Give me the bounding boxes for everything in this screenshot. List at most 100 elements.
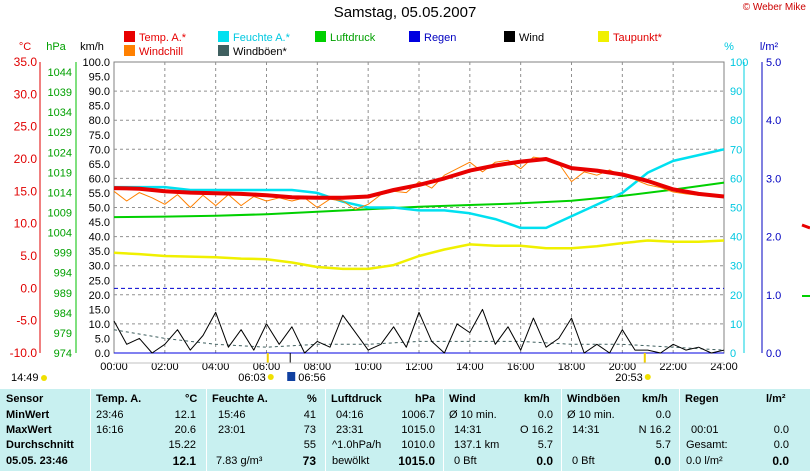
row-label-max: MaxWert	[6, 424, 52, 436]
pressure-sky: bewölkt	[332, 455, 370, 467]
tick-label-pressure: 1039	[48, 87, 72, 99]
rain-total-label: Gesamt:	[686, 439, 728, 451]
rain-unit: l/m²	[766, 393, 786, 405]
tick-label-rain: 3.0	[766, 173, 781, 185]
temp-unit: °C	[185, 393, 198, 405]
row-label-min: MinWert	[6, 409, 50, 421]
tick-label-humidity: 60	[730, 173, 742, 185]
tick-label-pressure: 979	[54, 328, 72, 340]
tick-label-wind: 85.0	[89, 101, 110, 113]
tick-label-temp: 35.0	[14, 55, 38, 69]
axis-unit-pressure: hPa	[46, 41, 66, 53]
tick-label-pressure: 1019	[48, 167, 72, 179]
moonrise-label: 14:49	[11, 372, 39, 384]
tick-label-temp: 20.0	[14, 152, 38, 166]
column-divider	[561, 389, 562, 471]
legend-swatch-rain	[409, 31, 420, 42]
wind-min: 0.0	[537, 409, 553, 421]
moon-icon	[287, 372, 296, 381]
temp-min: 12.1	[174, 409, 196, 421]
series-line-taupunkt	[113, 239, 725, 271]
tick-label-wind: 70.0	[89, 144, 110, 156]
sun-icon	[644, 374, 651, 380]
pressure-trend: ^1.0hPa/h	[332, 439, 382, 451]
legend-label-windchill: Windchill	[139, 46, 184, 58]
legend-swatch-pressure	[315, 31, 326, 42]
tick-label-humidity: 10	[730, 319, 742, 331]
gust-bft: 0 Bft	[572, 455, 595, 467]
temp-max-time: 16:16	[96, 424, 124, 436]
tick-label-pressure: 1034	[48, 107, 72, 119]
pressure-max: 1015.0	[401, 424, 435, 436]
wind-distance: 137.1 km	[454, 439, 500, 451]
gust-min: 0.0	[655, 409, 671, 421]
legend-rain: Regen	[409, 31, 456, 44]
legend-gusts: Windböen*	[218, 45, 287, 58]
tick-label-pressure: 1014	[48, 187, 72, 199]
legend-label-humidity: Feuchte A.*	[233, 32, 290, 44]
tick-label-temp: 25.0	[14, 120, 38, 134]
rain-header: Regen	[685, 393, 719, 405]
gust-max: N 16.2	[638, 424, 671, 436]
statistics-table: Sensor MinWert MaxWert Durchschnitt 05.0…	[0, 389, 810, 471]
tick-label-x: 20:00	[609, 361, 637, 373]
tick-label-pressure: 984	[54, 308, 72, 320]
legend-swatch-humidity	[218, 31, 229, 42]
tick-label-pressure: 1024	[48, 147, 72, 159]
tick-label-wind: 60.0	[89, 173, 110, 185]
legend-label-wind: Wind	[519, 32, 545, 44]
pressure-current: 1015.0	[398, 454, 435, 468]
tick-label-rain: 4.0	[766, 115, 781, 127]
tick-label-temp: 15.0	[14, 184, 38, 198]
legend-swatch-windchill	[124, 45, 135, 56]
tick-label-wind: 65.0	[89, 159, 110, 171]
wind-unit: km/h	[524, 393, 550, 405]
humidity-current: 73	[302, 454, 316, 468]
series-line-windb-en	[113, 329, 725, 351]
wind-header: Wind	[449, 393, 476, 405]
humidity-min: 41	[303, 409, 316, 421]
gust-avg: 5.7	[655, 439, 671, 451]
pressure-header: Luftdruck	[331, 393, 382, 405]
tick-label-wind: 10.0	[89, 319, 110, 331]
legend-label-pressure: Luftdruck	[330, 32, 376, 44]
tick-label-pressure: 1044	[48, 67, 72, 79]
temp-header: Temp. A.	[96, 393, 142, 405]
gust-min-label: Ø 10 min.	[567, 409, 615, 421]
tick-label-pressure: 1029	[48, 127, 72, 139]
row-label-current: 05.05. 23:46	[6, 455, 68, 467]
tick-label-x: 24:00	[710, 361, 738, 373]
legend-swatch-gusts	[218, 45, 229, 56]
rain-total: 0.0	[773, 439, 789, 451]
legend-label-temp: Temp. A.*	[139, 32, 187, 44]
tick-label-rain: 1.0	[766, 290, 781, 302]
legend-windchill: Windchill	[124, 45, 183, 58]
moon-label: 06:56	[298, 372, 326, 384]
tick-label-wind: 35.0	[89, 246, 110, 258]
gust-current: 0.0	[654, 454, 671, 468]
rain-current: 0.0	[772, 454, 789, 468]
tick-label-humidity: 100	[730, 57, 748, 69]
copyright-text[interactable]: © Weber Mike	[742, 2, 806, 13]
legend-humidity: Feuchte A.*	[218, 31, 290, 44]
column-divider	[679, 389, 680, 471]
tick-label-x: 06:00	[253, 361, 281, 373]
tick-label-wind: 40.0	[89, 232, 110, 244]
gust-header: Windböen	[567, 393, 621, 405]
tick-label-humidity: 90	[730, 86, 742, 98]
column-divider	[206, 389, 207, 471]
tick-label-pressure: 1004	[48, 228, 72, 240]
wind-min-label: Ø 10 min.	[449, 409, 497, 421]
temp-avg: 15.22	[168, 439, 196, 451]
tick-label-temp: 30.0	[14, 87, 38, 101]
pressure-avg: 1010.0	[401, 439, 435, 451]
series-line-luftdruck	[113, 181, 725, 219]
tick-label-rain: 5.0	[766, 57, 781, 69]
tick-label-pressure: 1009	[48, 208, 72, 220]
column-divider	[90, 389, 91, 471]
series-line-temp-a	[113, 157, 725, 200]
tick-label-pressure: 994	[54, 268, 72, 280]
tick-label-wind: 80.0	[89, 115, 110, 127]
temp-max: 20.6	[174, 424, 196, 436]
legend-swatch-dewpoint	[598, 31, 609, 42]
